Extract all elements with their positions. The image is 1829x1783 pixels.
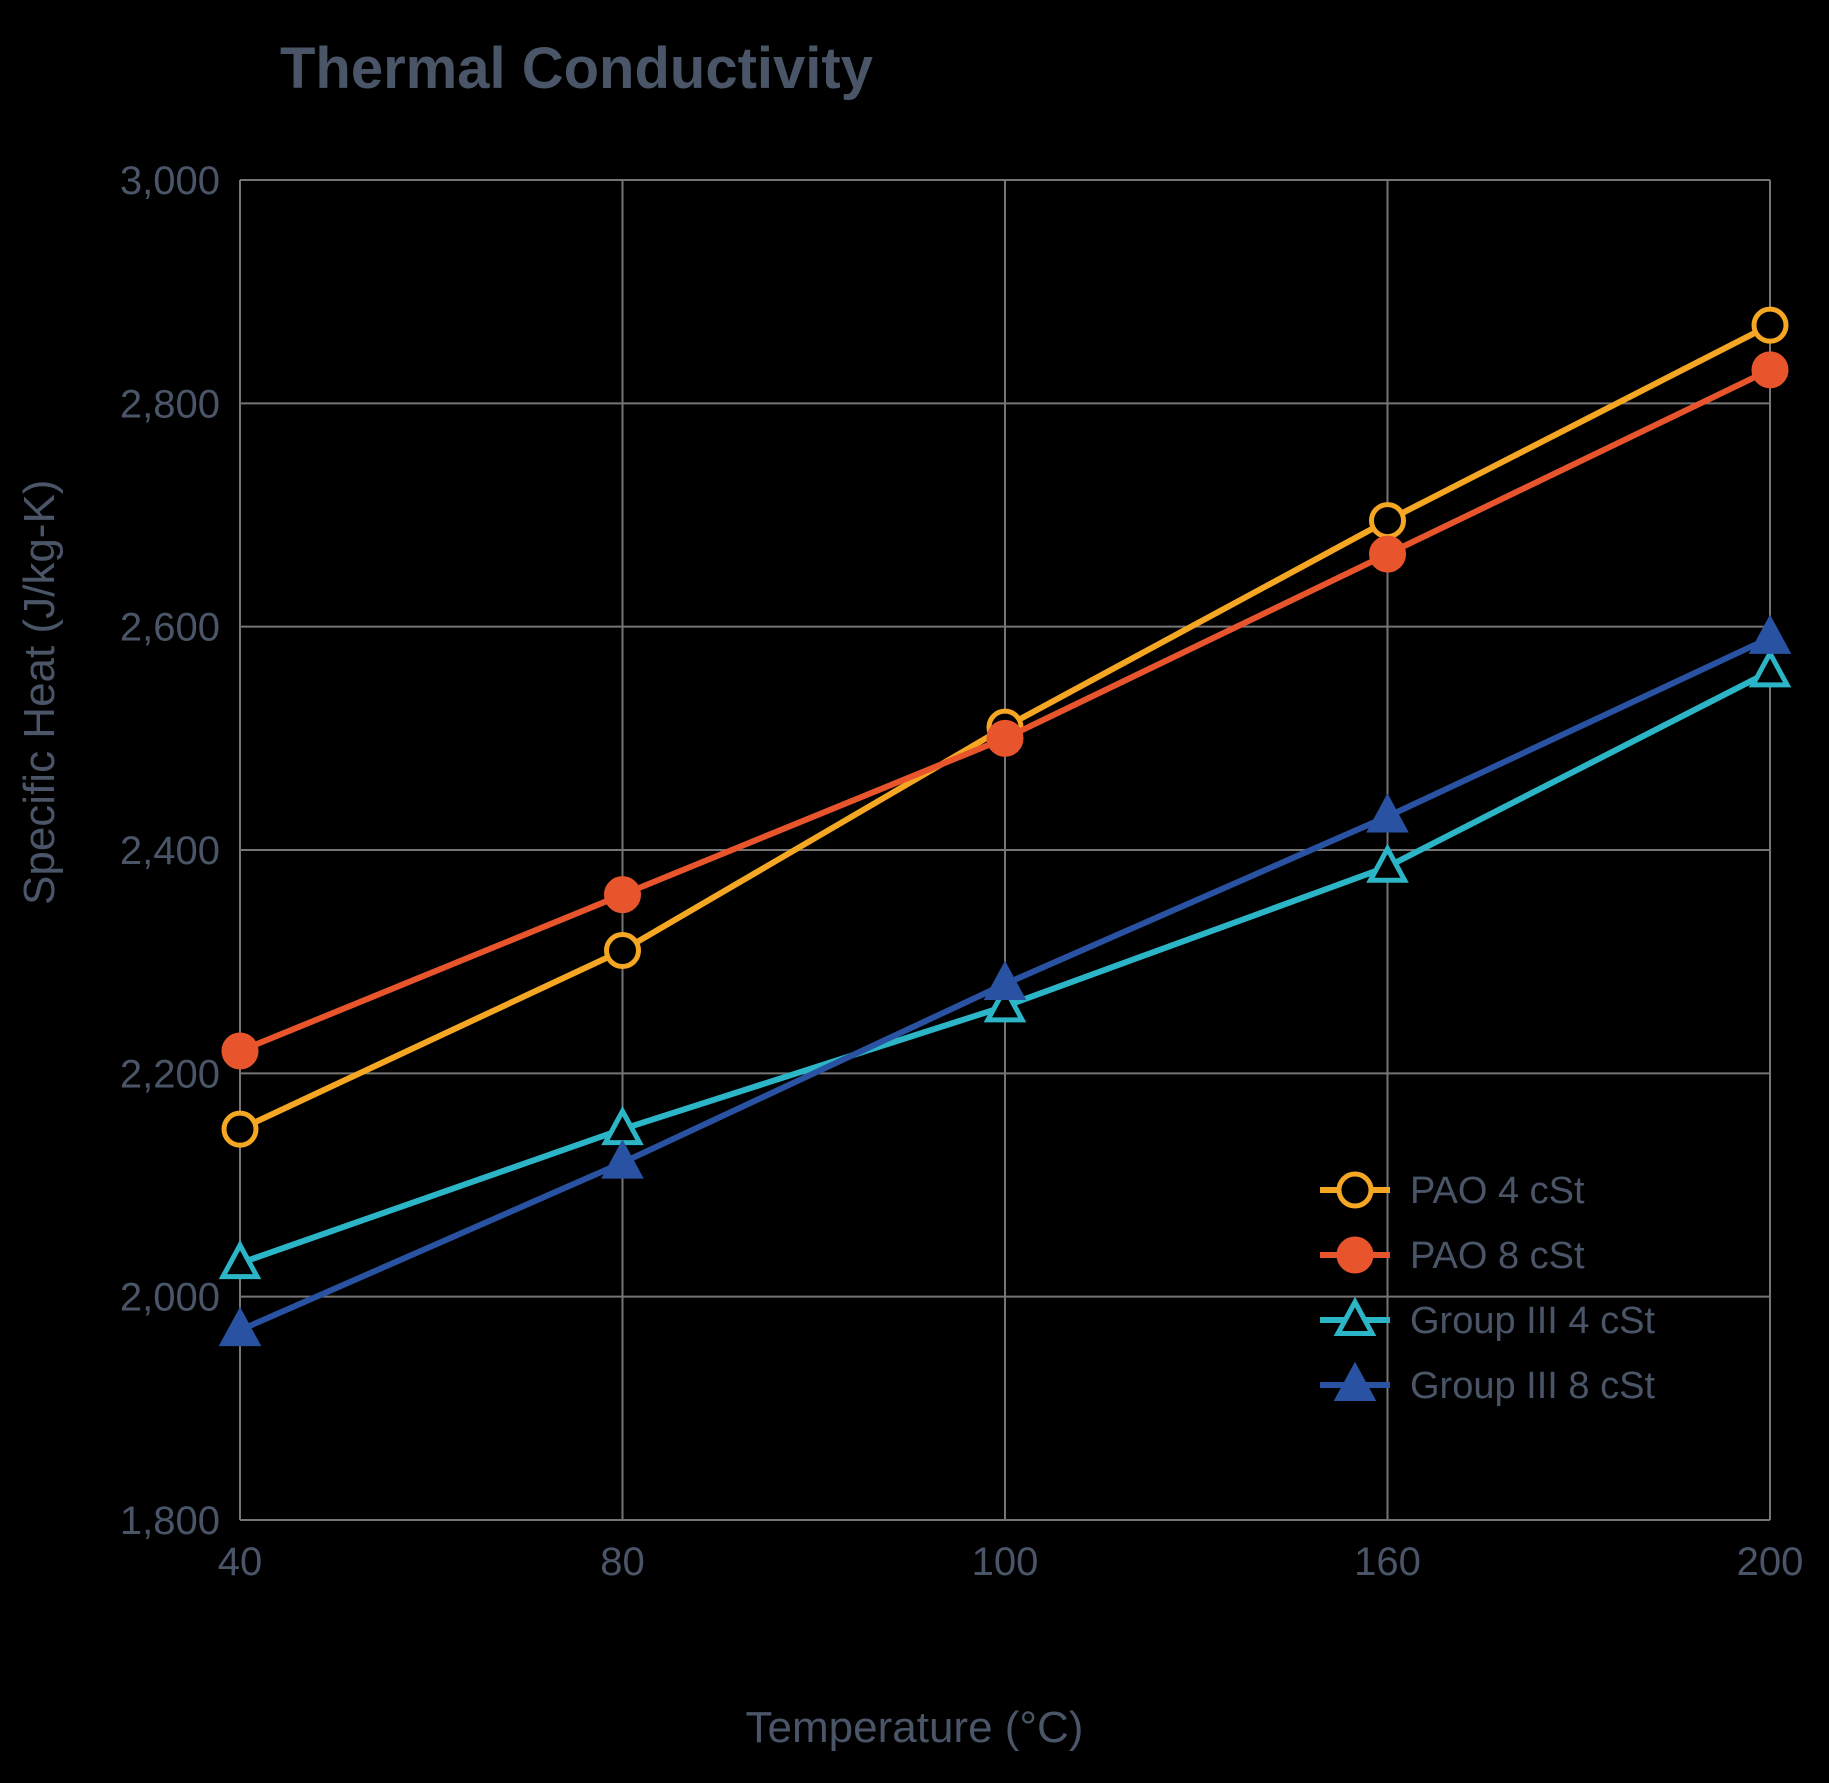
marker-circle-filled xyxy=(607,879,639,911)
y-tick-label: 2,200 xyxy=(120,1052,220,1096)
y-tick-label: 3,000 xyxy=(120,159,220,203)
chart-container: Thermal Conductivity Specific Heat (J/kg… xyxy=(0,0,1829,1783)
plot-area: 1,8002,0002,2002,4002,6002,8003,00040801… xyxy=(240,160,1770,1600)
y-tick-label: 2,400 xyxy=(120,829,220,873)
x-tick-label: 100 xyxy=(972,1540,1039,1584)
marker-circle-open xyxy=(1372,505,1404,537)
marker-triangle-filled xyxy=(1370,799,1404,831)
legend-label: PAO 8 cSt xyxy=(1410,1235,1585,1277)
plot-svg: 1,8002,0002,2002,4002,6002,8003,00040801… xyxy=(240,160,1770,1600)
y-tick-label: 1,800 xyxy=(120,1499,220,1543)
legend-label: Group III 4 cSt xyxy=(1410,1300,1655,1342)
marker-circle-open xyxy=(224,1113,256,1145)
y-axis-label: Specific Heat (J/kg-K) xyxy=(15,480,65,905)
marker-circle-filled xyxy=(224,1035,256,1067)
x-tick-label: 160 xyxy=(1354,1540,1421,1584)
y-tick-label: 2,600 xyxy=(120,606,220,650)
y-tick-label: 2,000 xyxy=(120,1276,220,1320)
x-tick-label: 200 xyxy=(1737,1540,1804,1584)
chart-title: Thermal Conductivity xyxy=(280,35,873,102)
y-tick-label: 2,800 xyxy=(120,382,220,426)
legend-label: PAO 4 cSt xyxy=(1410,1170,1585,1212)
marker-circle-filled xyxy=(1372,538,1404,570)
marker-circle-open xyxy=(1754,309,1786,341)
marker-triangle-filled xyxy=(605,1145,639,1177)
marker-circle-open xyxy=(607,935,639,967)
marker-triangle-filled xyxy=(1753,620,1787,652)
marker-circle-open xyxy=(1339,1174,1371,1206)
x-tick-label: 80 xyxy=(600,1540,645,1584)
legend-label: Group III 8 cSt xyxy=(1410,1365,1655,1407)
x-tick-label: 40 xyxy=(218,1540,263,1584)
marker-circle-filled xyxy=(989,722,1021,754)
marker-triangle-open xyxy=(1370,849,1404,881)
marker-circle-filled xyxy=(1754,354,1786,386)
x-axis-label: Temperature (°C) xyxy=(746,1703,1084,1753)
legend: PAO 4 cSt PAO 8 cSt Group III 4 cSt Group I… xyxy=(1320,1170,1655,1407)
marker-circle-filled xyxy=(1339,1239,1371,1271)
marker-triangle-open xyxy=(1753,653,1787,684)
